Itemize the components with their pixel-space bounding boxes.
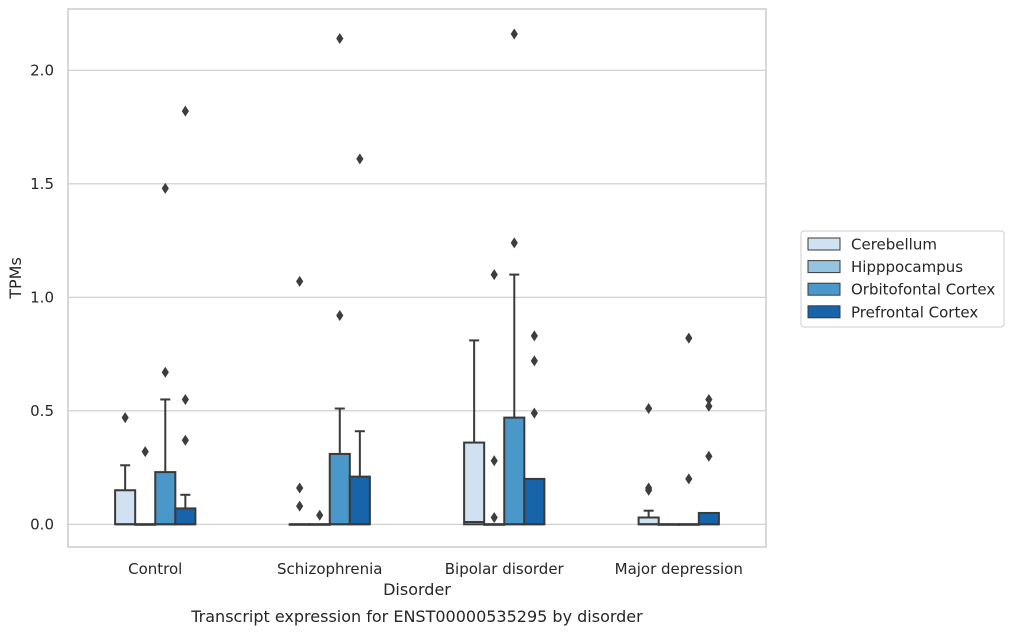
y-tick-label: 0.5 [30, 402, 54, 420]
legend-swatch-orbitofontal-cortex [807, 282, 841, 296]
box-hipppocampus-control [134, 446, 157, 526]
y-axis-title: TPMs [6, 257, 25, 300]
box-body [328, 452, 351, 526]
box-orbitofontal-cortex-schizophrenia [328, 33, 351, 526]
legend-swatch-prefrontal-cortex [807, 305, 841, 319]
outlier-point [296, 482, 304, 494]
outlier-point [161, 366, 169, 378]
outlier-point [181, 105, 189, 117]
box-orbitofontal-cortex-control [154, 182, 177, 526]
box-cerebellum-major-depression [637, 403, 660, 526]
outlier-point [645, 403, 653, 415]
outlier-point [336, 309, 344, 321]
plot-frame [67, 8, 767, 548]
outlier-point [141, 446, 149, 458]
legend-label-hipppocampus: Hipppocampus [851, 258, 963, 276]
box-prefrontal-cortex-control [174, 105, 197, 526]
grid-lines [68, 69, 766, 525]
outlier-point [705, 400, 713, 412]
box-body [463, 441, 486, 526]
x-tick-label: Major depression [615, 560, 743, 578]
plot-marks [114, 28, 720, 526]
box-body [174, 507, 197, 526]
outlier-point [121, 412, 129, 424]
box-body [114, 489, 137, 526]
box-hipppocampus-schizophrenia [308, 509, 331, 526]
legend-swatch-hipppocampus [807, 260, 841, 274]
x-tick-label: Control [128, 560, 182, 578]
outlier-point [705, 393, 713, 405]
outlier-point [316, 509, 324, 521]
box-body [154, 471, 177, 526]
outlier-point [181, 434, 189, 446]
outlier-point [296, 275, 304, 287]
box-prefrontal-cortex-schizophrenia [348, 153, 371, 526]
box-body [637, 516, 660, 526]
legend: Cerebellum Hipppocampus Orbitofontal Corte… [800, 230, 1005, 328]
outlier-point [296, 500, 304, 512]
legend-frame [800, 230, 1005, 328]
outlier-point [336, 33, 344, 45]
outlier-point [490, 455, 498, 467]
box-orbitofontal-cortex-bipolar-disorder [503, 28, 526, 526]
box-cerebellum-schizophrenia [288, 275, 311, 526]
outlier-point [530, 330, 538, 342]
y-axis-ticks: 0.0 0.5 1.0 1.5 2.0 [30, 61, 54, 533]
outlier-point [490, 269, 498, 281]
x-axis-title: Disorder [383, 580, 451, 599]
y-tick-label: 0.0 [30, 515, 54, 533]
legend-label-cerebellum: Cerebellum [851, 236, 937, 254]
box-body [348, 475, 371, 526]
outlier-point [530, 407, 538, 419]
box-body [697, 511, 720, 526]
outlier-point [510, 237, 518, 249]
legend-swatch-cerebellum [807, 237, 841, 251]
box-prefrontal-cortex-bipolar-disorder [523, 330, 546, 526]
box-prefrontal-cortex-major-depression [697, 393, 720, 526]
box-body [523, 477, 546, 526]
legend-label-prefrontal-cortex: Prefrontal Cortex [851, 303, 978, 321]
outlier-point [490, 511, 498, 523]
y-tick-label: 2.0 [30, 61, 54, 79]
outlier-point [356, 153, 364, 165]
box-hipppocampus-major-depression [657, 523, 680, 526]
y-tick-label: 1.5 [30, 175, 54, 193]
x-axis-ticks: Control Schizophrenia Bipolar disorder Majo… [128, 560, 743, 578]
outlier-point [705, 450, 713, 462]
outlier-point [645, 482, 653, 494]
outlier-point [181, 393, 189, 405]
box-cerebellum-bipolar-disorder [463, 339, 486, 526]
box-cerebellum-control [114, 412, 137, 526]
y-tick-label: 1.0 [30, 288, 54, 306]
x-tick-label: Bipolar disorder [445, 560, 565, 578]
outlier-point [510, 28, 518, 40]
chart-caption: Transcript expression for ENST0000053529… [190, 607, 643, 626]
legend-label-orbitofontal-cortex: Orbitofontal Cortex [851, 281, 995, 299]
outlier-point [161, 182, 169, 194]
box-orbitofontal-cortex-major-depression [677, 332, 700, 526]
outlier-point [530, 355, 538, 367]
box-hipppocampus-bipolar-disorder [483, 269, 506, 526]
outlier-point [685, 473, 693, 485]
outlier-point [685, 332, 693, 344]
box-body [503, 416, 526, 526]
x-tick-label: Schizophrenia [277, 560, 382, 578]
